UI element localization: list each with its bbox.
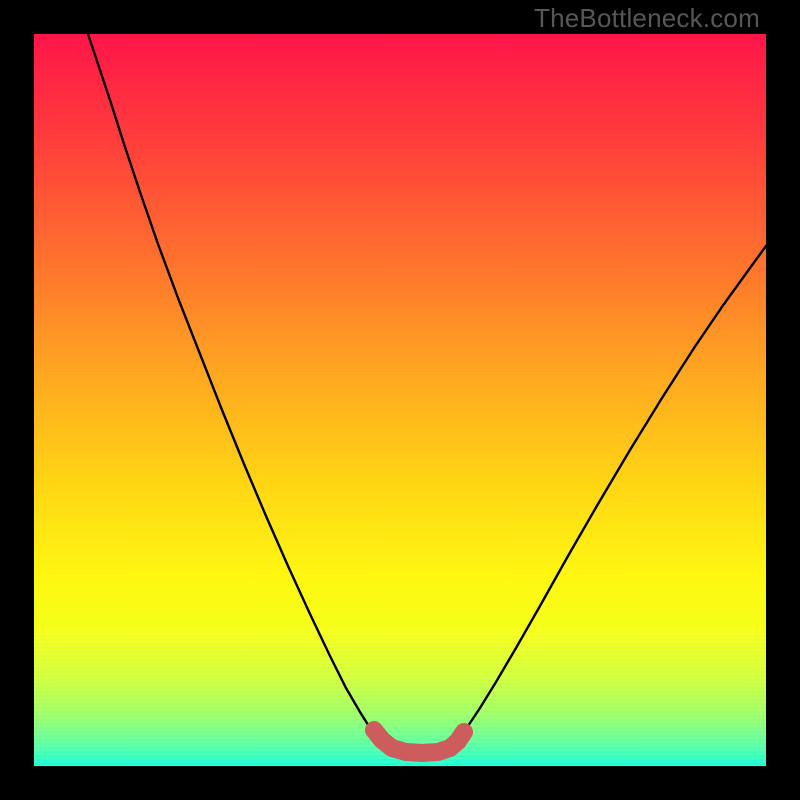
plot-area [34, 34, 766, 766]
chart-svg [0, 0, 800, 800]
outer-frame [0, 0, 800, 800]
gradient-bg [34, 34, 766, 766]
watermark-text: TheBottleneck.com [534, 3, 760, 34]
